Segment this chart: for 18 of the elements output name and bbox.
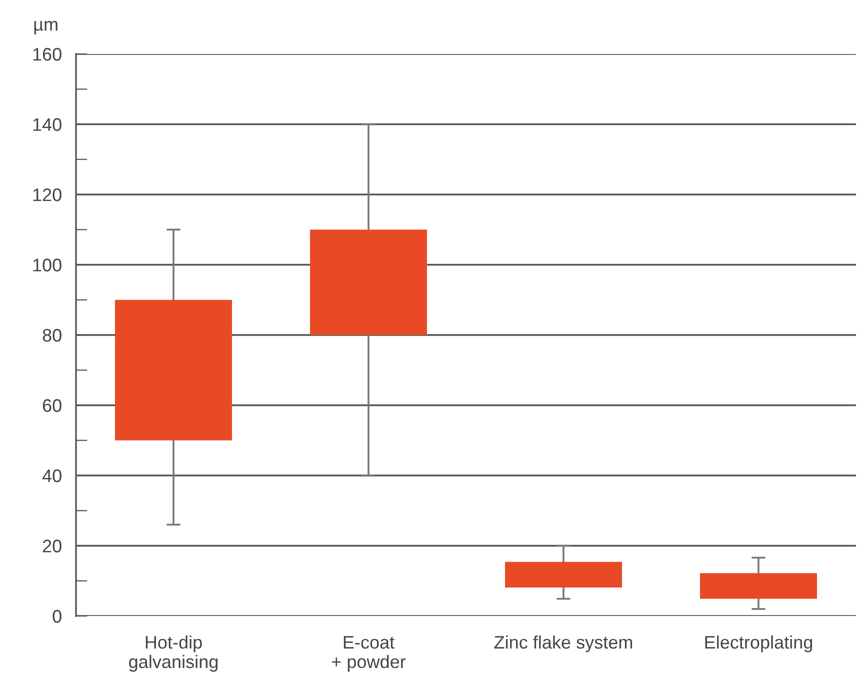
y-tick-label: 160 [33,48,62,61]
y-tick-label: 60 [42,399,62,412]
y-tick-label: 100 [33,258,62,272]
y-axis-title: µm [34,20,58,34]
y-tick-label: 140 [33,118,62,131]
x-tick-label: Hot-dip galvanising [129,635,218,672]
y-tick-label: 80 [42,328,62,342]
x-tick-label: Electroplating [705,635,812,652]
x-tick-label: Zinc flake system [494,635,632,652]
bar [700,573,817,599]
bar [310,230,427,335]
y-tick-label: 120 [33,188,62,202]
x-tick-label: E-coat + powder [332,636,406,672]
bar [115,300,232,440]
bar [505,562,622,588]
y-tick-label: 40 [42,469,62,482]
y-tick-label: 0 [52,610,62,623]
y-tick-label: 20 [42,540,62,552]
